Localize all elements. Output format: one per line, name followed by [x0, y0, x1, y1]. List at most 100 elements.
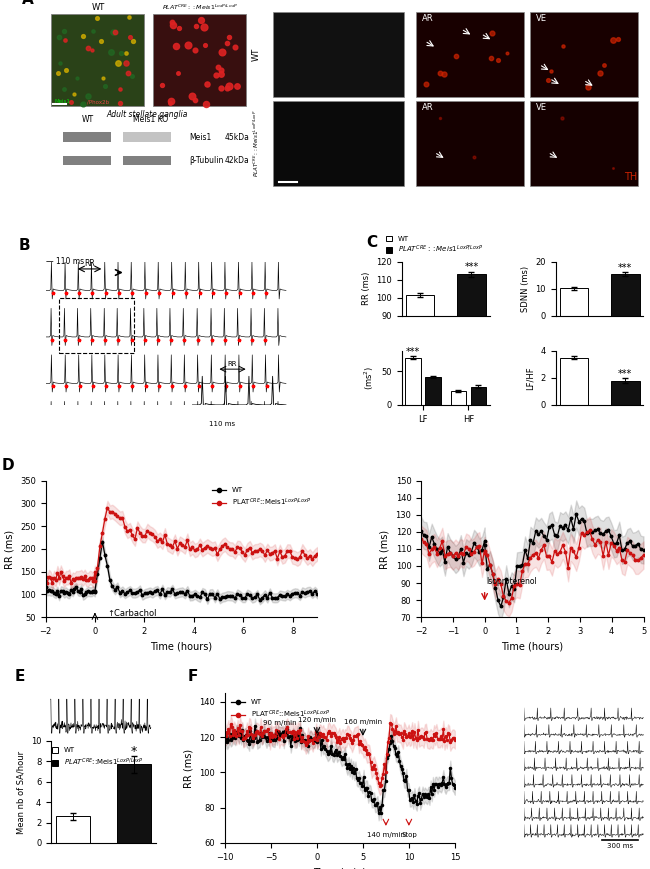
X-axis label: Time (hours): Time (hours) — [501, 641, 564, 652]
PLAT$^{CRE}$::Meis1$^{LoxP/LoxP}$ — [256, 544, 264, 554]
Bar — [124, 132, 171, 142]
Text: 45kDa: 45kDa — [225, 133, 250, 143]
Bar — [273, 12, 404, 97]
Line: WT: WT — [44, 541, 318, 601]
Y-axis label: RR (ms): RR (ms) — [5, 529, 14, 568]
Bar — [530, 12, 638, 97]
WT — [497, 601, 504, 612]
KO — [454, 551, 462, 561]
X-axis label: Time (hours): Time (hours) — [150, 641, 213, 652]
Text: 140 m/min: 140 m/min — [367, 833, 405, 839]
Y-axis label: LF/HF: LF/HF — [526, 366, 535, 389]
Bar — [530, 101, 638, 186]
Y-axis label: RR (ms): RR (ms) — [380, 529, 390, 568]
WT — [417, 526, 425, 536]
Legend: WT, PLAT$^{CRE}$::Meis1$^{LoxP/LoxP}$: WT, PLAT$^{CRE}$::Meis1$^{LoxP/LoxP}$ — [209, 484, 314, 511]
Text: TH: TH — [624, 172, 638, 182]
Y-axis label: RR (ms): RR (ms) — [184, 748, 194, 787]
PLAT$^{CRE}$::Meis1$^{LoxP/LoxP}$ — [313, 548, 321, 559]
KO — [632, 555, 640, 566]
WT — [230, 732, 238, 742]
PLAT$^{CRE}$::Meis1$^{LoxP/LoxP}$ — [451, 734, 459, 745]
PLAT$^{CRE}$::Meis1$^{LoxP/LoxP}$ — [48, 578, 56, 588]
Legend: WT, $PLAT^{CRE}::Meis1^{LoxP/LoxP}$: WT, $PLAT^{CRE}::Meis1^{LoxP/LoxP}$ — [384, 233, 486, 258]
Text: WT: WT — [252, 48, 261, 62]
KO — [491, 580, 499, 590]
PLAT$^{CRE}$::Meis1$^{LoxP/LoxP}$ — [230, 725, 238, 735]
Text: $PLAT^{CRE}::Meis1^{LoxP/LoxP}$: $PLAT^{CRE}::Meis1^{LoxP/LoxP}$ — [252, 109, 261, 177]
Text: Isoproterenol: Isoproterenol — [486, 577, 537, 587]
KO — [481, 547, 489, 558]
Line: PLAT$^{CRE}$::Meis1$^{LoxP/LoxP}$: PLAT$^{CRE}$::Meis1$^{LoxP/LoxP}$ — [224, 722, 456, 787]
Text: ***: *** — [618, 263, 632, 273]
KO — [484, 550, 491, 561]
Bar — [64, 132, 111, 142]
WT — [308, 588, 316, 599]
PLAT$^{CRE}$::Meis1$^{LoxP/LoxP}$ — [186, 544, 194, 554]
Text: A: A — [21, 0, 33, 7]
Y-axis label: (ms$^2$): (ms$^2$) — [363, 366, 376, 390]
Bar — [425, 377, 441, 405]
KO — [529, 549, 537, 560]
Text: C: C — [367, 235, 378, 250]
PLAT$^{CRE}$::Meis1$^{LoxP/LoxP}$ — [376, 781, 384, 792]
PLAT$^{CRE}$::Meis1$^{LoxP/LoxP}$ — [434, 733, 441, 744]
Bar — [51, 14, 144, 106]
KO — [417, 534, 425, 544]
Bar — [611, 381, 640, 405]
Text: /Phox2b: /Phox2b — [87, 99, 109, 104]
Text: $PLAT^{CRE}::Meis1^{LoxP/LoxP}$: $PLAT^{CRE}::Meis1^{LoxP/LoxP}$ — [162, 3, 238, 12]
PLAT$^{CRE}$::Meis1$^{LoxP/LoxP}$ — [86, 573, 94, 583]
WT — [221, 737, 229, 747]
Text: ***: *** — [406, 347, 420, 357]
Y-axis label: RR (ms): RR (ms) — [362, 272, 370, 306]
Line: KO: KO — [420, 529, 645, 604]
Bar — [416, 101, 524, 186]
Text: WT: WT — [92, 3, 105, 12]
PLAT$^{CRE}$::Meis1$^{LoxP/LoxP}$ — [103, 502, 111, 513]
PLAT$^{CRE}$::Meis1$^{LoxP/LoxP}$ — [386, 718, 394, 728]
KO — [640, 550, 647, 561]
Text: VE: VE — [536, 103, 547, 111]
Bar — [406, 295, 434, 478]
Line: PLAT$^{CRE}$::Meis1$^{LoxP/LoxP}$: PLAT$^{CRE}$::Meis1$^{LoxP/LoxP}$ — [44, 507, 318, 584]
Text: ***: *** — [618, 369, 632, 380]
Text: F: F — [188, 669, 198, 684]
Legend: WT, PLAT$^{CRE}$::Meis1$^{LoxP/LoxP}$: WT, PLAT$^{CRE}$::Meis1$^{LoxP/LoxP}$ — [228, 696, 333, 723]
Text: 90 m/min: 90 m/min — [263, 720, 297, 726]
Bar — [471, 387, 486, 405]
Text: E: E — [14, 669, 25, 684]
X-axis label: Time (min): Time (min) — [313, 867, 367, 869]
Text: 110 ms: 110 ms — [209, 421, 235, 428]
Text: RR: RR — [84, 259, 95, 268]
Text: AR: AR — [422, 103, 434, 111]
WT — [235, 731, 242, 741]
WT — [96, 553, 104, 563]
Bar — [611, 274, 640, 315]
Text: 120 m/min: 120 m/min — [298, 717, 336, 723]
Text: ***: *** — [464, 262, 478, 272]
PLAT$^{CRE}$::Meis1$^{LoxP/LoxP}$ — [282, 724, 290, 734]
Text: β-Tubulin: β-Tubulin — [189, 156, 224, 165]
Text: 300 ms: 300 ms — [606, 843, 632, 849]
Text: 42kDa: 42kDa — [225, 156, 250, 165]
WT — [529, 538, 537, 548]
Bar — [560, 358, 588, 405]
WT — [99, 536, 107, 547]
PLAT$^{CRE}$::Meis1$^{LoxP/LoxP}$ — [221, 726, 229, 737]
PLAT$^{CRE}$::Meis1$^{LoxP/LoxP}$ — [42, 572, 49, 582]
WT — [251, 720, 259, 731]
WT — [572, 508, 580, 519]
WT — [254, 589, 261, 600]
Bar — [59, 297, 134, 353]
PLAT$^{CRE}$::Meis1$^{LoxP/LoxP}$ — [226, 544, 234, 554]
Text: Meis1: Meis1 — [55, 99, 70, 104]
Text: WT: WT — [81, 115, 94, 124]
PLAT$^{CRE}$::Meis1$^{LoxP/LoxP}$ — [442, 731, 450, 741]
PLAT$^{CRE}$::Meis1$^{LoxP/LoxP}$ — [308, 554, 316, 564]
WT — [42, 582, 49, 593]
Bar — [458, 275, 486, 478]
WT — [84, 587, 92, 597]
WT — [481, 540, 489, 550]
Line: WT: WT — [420, 513, 645, 607]
